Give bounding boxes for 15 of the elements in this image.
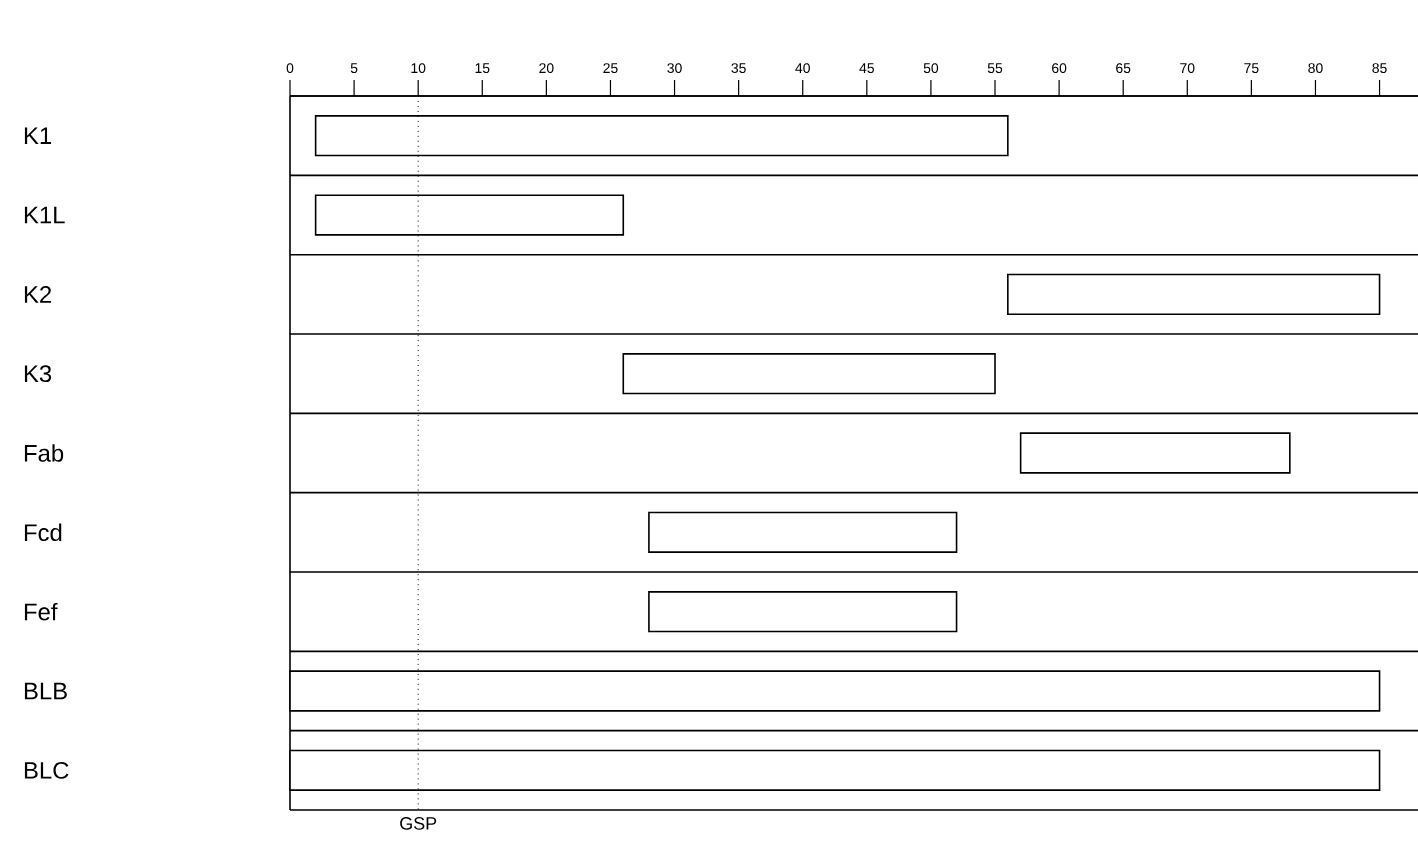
y-tick-label: K1 (24, 127, 52, 144)
bar (1019, 432, 1291, 474)
y-tick-label: K3 (24, 365, 52, 383)
y-tick-label: Fab (24, 444, 64, 462)
bar (622, 353, 996, 395)
ref-line-label: GSP (400, 817, 437, 830)
bar (648, 511, 958, 553)
bar (648, 591, 958, 633)
bar (1007, 273, 1381, 315)
y-tick-label: K1L (24, 206, 65, 224)
y-tick-label: Fef (24, 602, 58, 621)
y-tick-label: Fcd (24, 523, 62, 542)
y-tick-label: K2 (24, 286, 51, 303)
y-tick-label: BLC (24, 761, 69, 779)
y-tick-label: BLB (24, 682, 67, 700)
